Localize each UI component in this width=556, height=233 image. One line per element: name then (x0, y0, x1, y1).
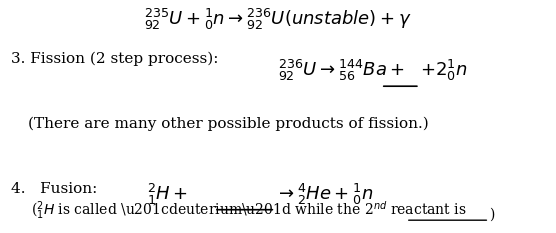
Text: 3. Fission (2 step process):: 3. Fission (2 step process): (11, 51, 219, 66)
Text: 4.   Fusion:: 4. Fusion: (11, 182, 107, 196)
Text: ${}^{236}_{92}U\rightarrow{}^{144}_{56}Ba+$: ${}^{236}_{92}U\rightarrow{}^{144}_{56}B… (278, 58, 405, 83)
Text: ${}^{2}_{1}H+$: ${}^{2}_{1}H+$ (147, 182, 188, 207)
Text: (There are many other possible products of fission.): (There are many other possible products … (28, 116, 429, 131)
Text: (${}^{2}_{1}H$ is called \u201cdeuterium\u201d while the 2$^{nd}$ reactant is: (${}^{2}_{1}H$ is called \u201cdeuterium… (31, 199, 466, 221)
Text: $+2{}^{1}_{0}n$: $+2{}^{1}_{0}n$ (420, 58, 467, 83)
Text: $\rightarrow{}^{4}_{2}He+{}^{1}_{0}n$: $\rightarrow{}^{4}_{2}He+{}^{1}_{0}n$ (275, 182, 374, 207)
Text: ): ) (489, 207, 495, 221)
Text: ${}^{235}_{92}U+{}^{1}_{0}n\rightarrow{}^{236}_{92}U\mathit{(unstable)}+\gamma$: ${}^{235}_{92}U+{}^{1}_{0}n\rightarrow{}… (144, 7, 412, 32)
